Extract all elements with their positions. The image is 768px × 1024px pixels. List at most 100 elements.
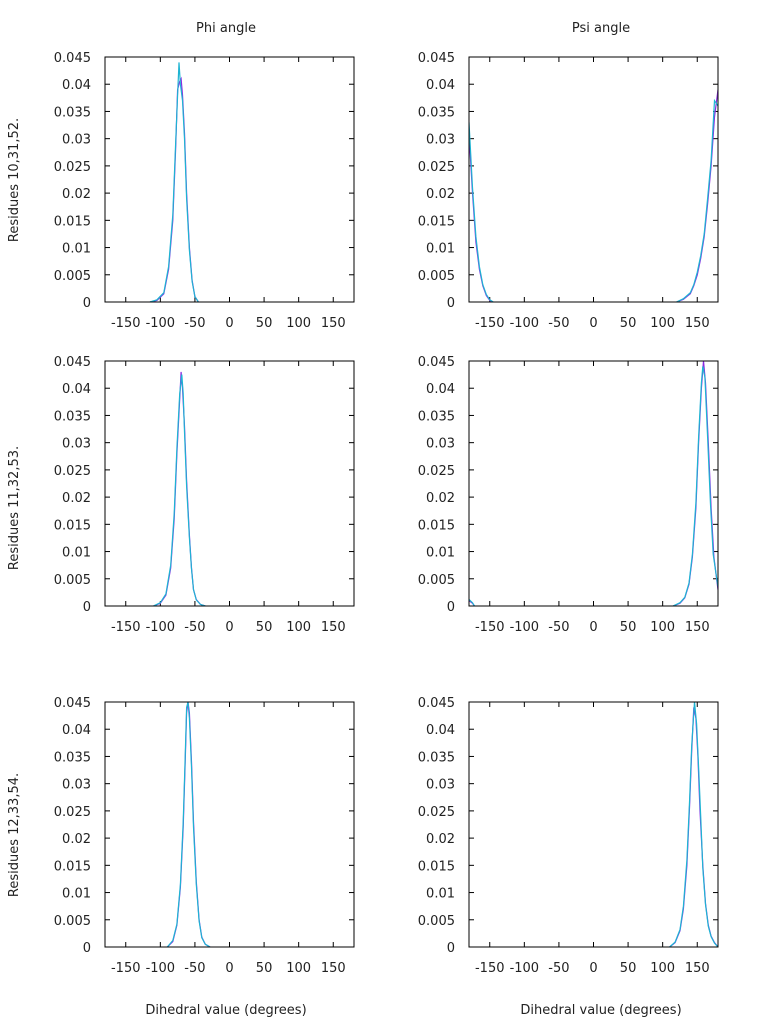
panel-1-0: 0 0.005 0.01 0.015 0.02 0.025 0.03 0.035 0.04 0.0… — [54, 355, 355, 635]
xtick-label: 0 — [225, 316, 233, 331]
ytick-label: 0.02 — [62, 187, 91, 202]
series-line-1 — [166, 702, 211, 947]
xtick-label: -100 — [510, 316, 540, 331]
ytick-label: 0.01 — [426, 242, 455, 257]
ytick-label: 0.01 — [426, 887, 455, 902]
ytick-label: 0.005 — [54, 573, 91, 588]
ytick-label: 0.005 — [418, 573, 455, 588]
ytick-label: 0.02 — [62, 491, 91, 506]
xtick-label: -100 — [510, 620, 540, 635]
panel-0-1: 0 0.005 0.01 0.015 0.02 0.025 0.03 0.035 0.04 0.0… — [418, 51, 719, 331]
ytick-label: 0.02 — [426, 187, 455, 202]
xtick-label: 0 — [589, 961, 597, 976]
ytick-label: 0.025 — [418, 805, 455, 820]
plot-frame — [468, 360, 719, 607]
col-title-phi: Phi angle — [196, 21, 256, 36]
ytick-label: 0.03 — [426, 437, 455, 452]
panel-2-1: 0 0.005 0.01 0.015 0.02 0.025 0.03 0.035 0.04 0.0… — [418, 696, 719, 976]
ytick-label: 0.035 — [54, 750, 91, 765]
series-line-0 — [469, 89, 718, 302]
plot-frame — [468, 701, 719, 948]
ytick-label: 0.03 — [62, 437, 91, 452]
ytick-label: 0.045 — [418, 696, 455, 711]
ytick-label: 0.025 — [418, 160, 455, 175]
panel-1-1: 0 0.005 0.01 0.015 0.02 0.025 0.03 0.035 0.04 0.0… — [418, 355, 719, 635]
xtick-label: -150 — [111, 620, 141, 635]
ytick-label: 0.045 — [418, 51, 455, 66]
ytick-label: 0.04 — [62, 382, 91, 397]
xlabel-left: Dihedral value (degrees) — [145, 1003, 306, 1018]
ytick-label: 0 — [447, 941, 455, 956]
ytick-label: 0.045 — [54, 696, 91, 711]
panel-2-0: 0 0.005 0.01 0.015 0.02 0.025 0.03 0.035 0.04 0.0… — [54, 696, 355, 976]
xtick-label: -150 — [111, 316, 141, 331]
ytick-label: 0.01 — [62, 887, 91, 902]
xtick-label: 150 — [685, 961, 710, 976]
series-line-1 — [153, 374, 206, 606]
ytick-label: 0.04 — [62, 78, 91, 93]
ytick-label: 0.035 — [54, 409, 91, 424]
xtick-label: 50 — [256, 620, 273, 635]
plot-frame — [104, 701, 355, 948]
ytick-label: 0.04 — [426, 78, 455, 93]
series-line-1 — [669, 702, 718, 947]
xtick-label: 100 — [650, 316, 675, 331]
ytick-label: 0.035 — [418, 750, 455, 765]
xtick-label: 50 — [620, 620, 637, 635]
plot-frame — [104, 360, 355, 607]
xtick-label: -100 — [146, 961, 176, 976]
ytick-label: 0.015 — [54, 214, 91, 229]
ytick-label: 0.04 — [62, 723, 91, 738]
xtick-label: 150 — [321, 316, 346, 331]
xtick-label: 100 — [650, 961, 675, 976]
ytick-label: 0 — [447, 296, 455, 311]
ytick-label: 0.025 — [54, 464, 91, 479]
xtick-label: 100 — [650, 620, 675, 635]
ytick-label: 0.035 — [54, 105, 91, 120]
ytick-label: 0 — [83, 296, 91, 311]
ytick-label: 0.015 — [418, 859, 455, 874]
ytick-label: 0.045 — [54, 51, 91, 66]
ytick-label: 0.01 — [62, 242, 91, 257]
xtick-label: -100 — [146, 620, 176, 635]
ytick-label: 0.02 — [62, 832, 91, 847]
xtick-label: 0 — [225, 620, 233, 635]
ytick-label: 0.04 — [426, 723, 455, 738]
xtick-label: -150 — [475, 961, 505, 976]
ytick-label: 0.025 — [54, 160, 91, 175]
ytick-label: 0.005 — [418, 914, 455, 929]
xtick-label: -50 — [184, 961, 205, 976]
ytick-label: 0.015 — [54, 518, 91, 533]
col-title-psi: Psi angle — [572, 21, 630, 36]
xtick-label: -50 — [548, 316, 569, 331]
ytick-label: 0.03 — [426, 778, 455, 793]
xtick-label: 50 — [256, 316, 273, 331]
xtick-label: -150 — [475, 316, 505, 331]
series-line-0 — [669, 707, 718, 947]
xtick-label: -50 — [184, 316, 205, 331]
xtick-label: 100 — [286, 620, 311, 635]
ytick-label: 0.045 — [54, 355, 91, 370]
ytick-label: 0.035 — [418, 409, 455, 424]
row-title-1: Residues 11,32,53. — [7, 446, 22, 570]
xtick-label: 150 — [685, 620, 710, 635]
ytick-label: 0 — [83, 941, 91, 956]
xtick-label: 0 — [225, 961, 233, 976]
xtick-label: 50 — [256, 961, 273, 976]
xtick-label: 100 — [286, 316, 311, 331]
ytick-label: 0.03 — [62, 133, 91, 148]
ytick-label: 0.045 — [418, 355, 455, 370]
xtick-label: 100 — [286, 961, 311, 976]
xtick-label: -50 — [548, 961, 569, 976]
xtick-label: 0 — [589, 316, 597, 331]
panel-0-0: 0 0.005 0.01 0.015 0.02 0.025 0.03 0.035 0.04 0.0… — [54, 51, 355, 331]
ytick-label: 0.02 — [426, 491, 455, 506]
series-line-0 — [469, 361, 718, 606]
xtick-label: 0 — [589, 620, 597, 635]
xtick-label: -100 — [146, 316, 176, 331]
xtick-label: 150 — [321, 620, 346, 635]
series-line-1 — [469, 366, 718, 606]
ytick-label: 0.015 — [418, 518, 455, 533]
ytick-label: 0.02 — [426, 832, 455, 847]
